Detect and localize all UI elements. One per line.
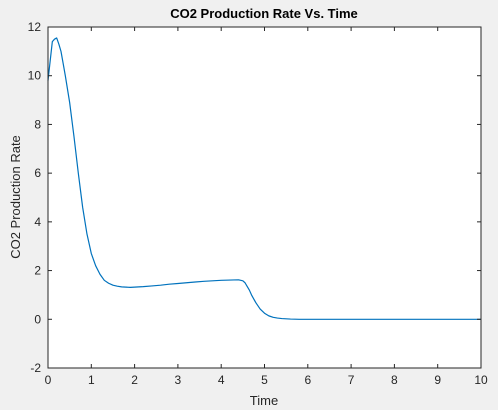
- x-tick-label: 9: [434, 373, 441, 387]
- x-tick-label: 1: [88, 373, 95, 387]
- y-tick-label: 0: [34, 312, 41, 326]
- y-tick-label: 2: [34, 264, 41, 278]
- x-tick-label: 8: [391, 373, 398, 387]
- x-tick-label: 7: [348, 373, 355, 387]
- series-layer: [47, 37, 481, 320]
- plot-area: [48, 27, 481, 368]
- x-tick-label: 3: [175, 373, 182, 387]
- y-axis-label: CO2 Production Rate: [8, 135, 23, 259]
- x-tick-label: 5: [261, 373, 268, 387]
- x-axis-label: Time: [250, 393, 278, 408]
- y-tick-label: 12: [28, 20, 42, 34]
- series-line-0: [47, 37, 481, 320]
- x-tick-label: 0: [45, 373, 52, 387]
- y-tick-label: 4: [34, 215, 41, 229]
- y-tick-label: -2: [30, 361, 41, 375]
- x-tick-label: 10: [474, 373, 488, 387]
- y-tick-label: 10: [28, 69, 42, 83]
- y-tick-label: 8: [34, 117, 41, 131]
- y-tick-label: 6: [34, 166, 41, 180]
- x-tick-label: 6: [304, 373, 311, 387]
- x-tick-label: 4: [218, 373, 225, 387]
- chart-title: CO2 Production Rate Vs. Time: [170, 6, 358, 21]
- x-tick-label: 2: [131, 373, 138, 387]
